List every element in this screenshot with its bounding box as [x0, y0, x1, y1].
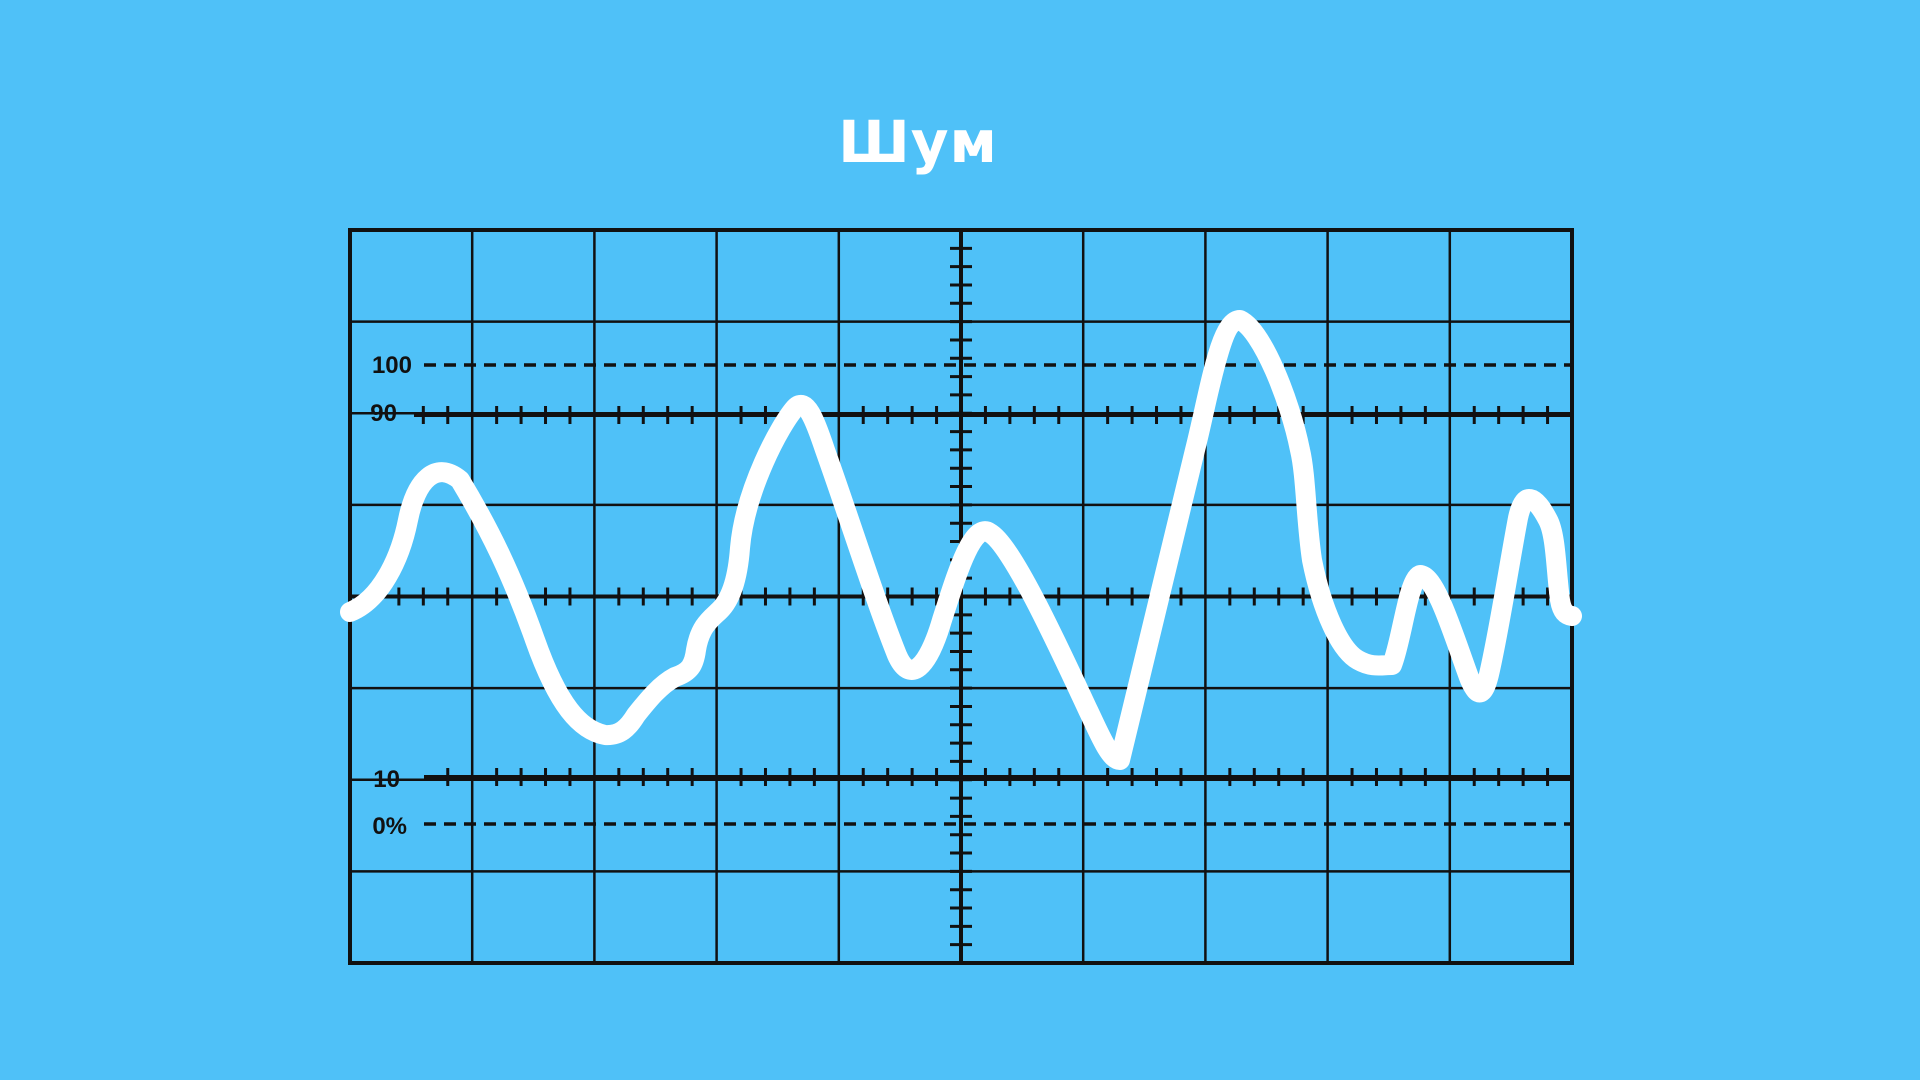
level-lines: [424, 363, 1572, 826]
label-0-percent: 0%: [372, 813, 407, 840]
label-90: 90: [370, 400, 397, 427]
label-100: 100: [372, 352, 412, 379]
page-title: Шум: [838, 108, 998, 176]
noise-signal-line: [340, 310, 1582, 770]
label-10: 10: [373, 766, 400, 793]
